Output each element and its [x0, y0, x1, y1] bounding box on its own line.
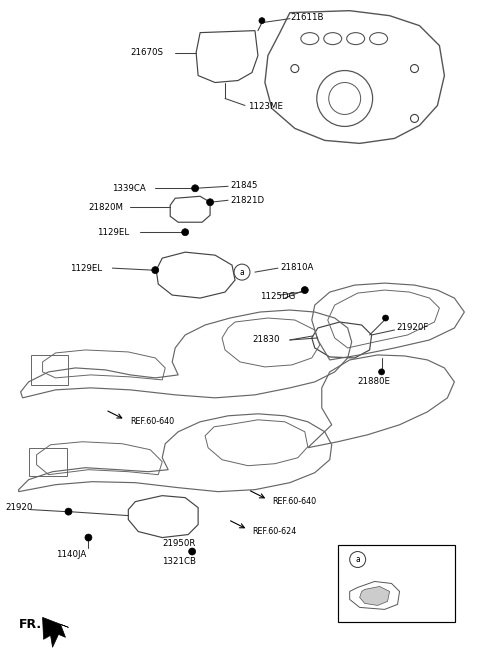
Text: FR.: FR. [19, 618, 42, 631]
Text: 21819B: 21819B [372, 555, 405, 564]
Circle shape [329, 82, 360, 114]
Text: 1129EL: 1129EL [97, 228, 130, 237]
Circle shape [301, 286, 308, 294]
Circle shape [85, 534, 92, 541]
Text: 1125DG: 1125DG [260, 292, 295, 301]
Text: 21830: 21830 [252, 336, 279, 345]
Circle shape [181, 229, 189, 235]
Text: 21820M: 21820M [88, 203, 123, 212]
Text: a: a [355, 555, 360, 564]
Circle shape [259, 18, 265, 24]
Bar [29, 448, 67, 475]
Circle shape [206, 199, 214, 206]
Circle shape [189, 548, 196, 555]
Circle shape [317, 71, 372, 126]
Text: 21950R: 21950R [162, 539, 196, 548]
Bar [338, 545, 456, 623]
Text: a: a [240, 267, 244, 277]
Circle shape [152, 267, 159, 273]
Text: 21670S: 21670S [130, 48, 163, 57]
Polygon shape [360, 587, 390, 606]
Circle shape [410, 114, 419, 122]
Text: 1129EL: 1129EL [71, 264, 103, 273]
Text: 1140JA: 1140JA [56, 550, 86, 559]
Text: REF.60-640: REF.60-640 [130, 417, 174, 426]
Circle shape [410, 65, 419, 73]
Circle shape [379, 369, 384, 375]
Text: 21920F: 21920F [396, 324, 429, 332]
Circle shape [65, 508, 72, 515]
Text: 21611B: 21611B [291, 13, 324, 22]
Text: REF.60-640: REF.60-640 [272, 497, 316, 506]
Text: 1339CA: 1339CA [112, 184, 146, 193]
Circle shape [192, 185, 199, 192]
Circle shape [234, 264, 250, 280]
Circle shape [291, 65, 299, 73]
Text: 1123ME: 1123ME [248, 102, 283, 111]
Polygon shape [43, 617, 69, 647]
Bar [31, 355, 69, 385]
Text: 21845: 21845 [230, 181, 258, 190]
Circle shape [350, 551, 366, 568]
Circle shape [383, 315, 389, 321]
Text: 21810A: 21810A [280, 263, 313, 271]
Text: 21880E: 21880E [358, 377, 391, 387]
Text: REF.60-624: REF.60-624 [252, 527, 296, 536]
Text: 21821D: 21821D [230, 196, 264, 205]
Text: 21920: 21920 [6, 503, 33, 512]
Text: 1321CB: 1321CB [162, 557, 196, 566]
